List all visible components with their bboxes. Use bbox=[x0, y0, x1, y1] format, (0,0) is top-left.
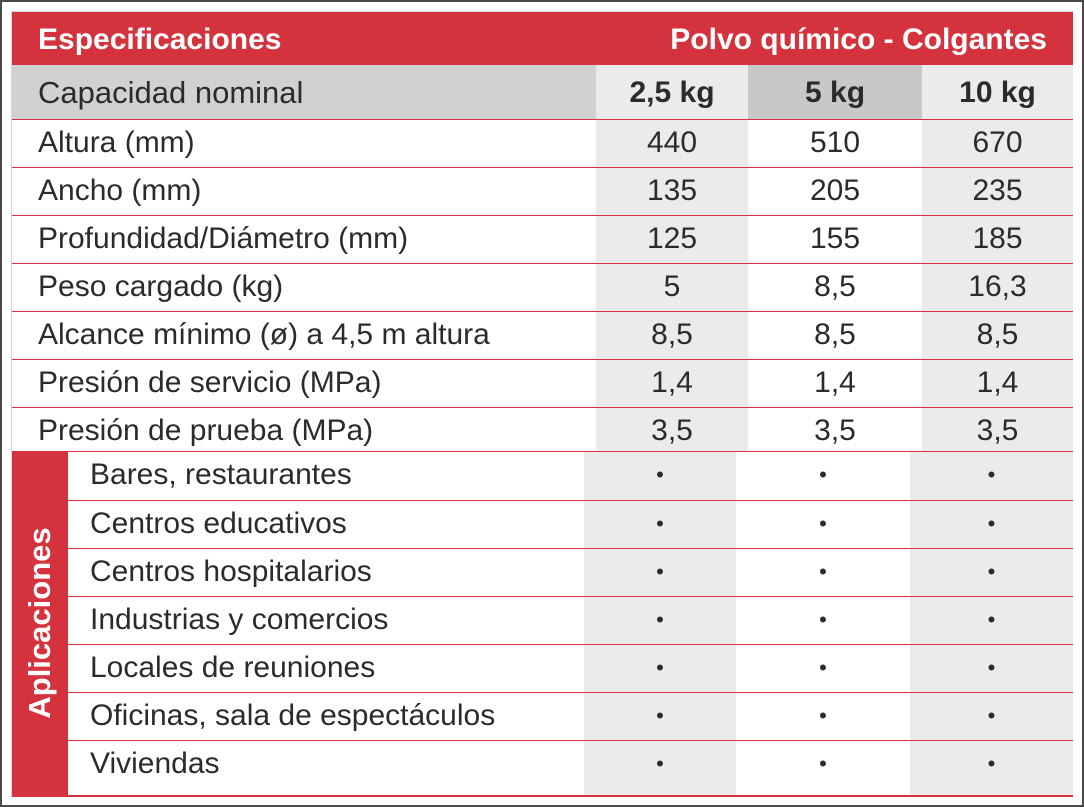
header-title: Especificaciones bbox=[38, 23, 282, 56]
bullet-mark: • bbox=[910, 597, 1073, 645]
row-divider bbox=[68, 644, 1073, 645]
spec-row-depth: Profundidad/Diámetro (mm) 125 155 185 bbox=[12, 216, 1073, 264]
spec-label: Presión de prueba (MPa) bbox=[38, 414, 374, 447]
applications-bar bbox=[12, 452, 68, 795]
spec-label: Presión de servicio (MPa) bbox=[38, 366, 382, 399]
bullet-mark: • bbox=[736, 741, 910, 795]
spec-label: Ancho (mm) bbox=[38, 174, 202, 207]
application-label: Industrias y comercios bbox=[90, 603, 389, 636]
bullet-mark: • bbox=[584, 693, 736, 741]
capacity-col-3: 10 kg bbox=[922, 65, 1073, 120]
spec-value: 8,5 bbox=[922, 312, 1073, 360]
row-divider bbox=[68, 740, 1073, 741]
row-divider bbox=[68, 596, 1073, 597]
bullet-mark: • bbox=[910, 501, 1073, 549]
spec-value: 205 bbox=[748, 168, 922, 216]
row-divider bbox=[12, 167, 1073, 168]
bullet-mark: • bbox=[736, 501, 910, 549]
spec-label: Altura (mm) bbox=[38, 126, 195, 159]
row-divider bbox=[68, 500, 1073, 501]
spec-row-weight: Peso cargado (kg) 5 8,5 16,3 bbox=[12, 264, 1073, 312]
capacity-col-2: 5 kg bbox=[748, 65, 922, 120]
application-row: Viviendas • • • bbox=[68, 741, 1073, 795]
bullet-mark: • bbox=[910, 645, 1073, 693]
spec-value: 5 bbox=[596, 264, 748, 312]
application-label: Bares, restaurantes bbox=[90, 458, 352, 491]
table-header: Especificaciones Polvo químico - Colgant… bbox=[12, 12, 1073, 65]
row-divider bbox=[12, 407, 1073, 408]
spec-value: 3,5 bbox=[922, 408, 1073, 456]
spec-value: 1,4 bbox=[922, 360, 1073, 408]
bullet-mark: • bbox=[910, 741, 1073, 795]
header-product: Polvo químico - Colgantes bbox=[670, 23, 1047, 56]
spec-value: 8,5 bbox=[748, 312, 922, 360]
spec-value: 8,5 bbox=[748, 264, 922, 312]
bullet-mark: • bbox=[910, 549, 1073, 597]
application-row: Industrias y comercios • • • bbox=[68, 597, 1073, 645]
bullet-mark: • bbox=[736, 452, 910, 500]
row-divider bbox=[12, 215, 1073, 216]
application-label: Viviendas bbox=[90, 747, 220, 780]
bullet-mark: • bbox=[910, 452, 1073, 500]
application-label: Centros educativos bbox=[90, 507, 347, 540]
spec-value: 125 bbox=[596, 216, 748, 264]
spec-row-service-pressure: Presión de servicio (MPa) 1,4 1,4 1,4 bbox=[12, 360, 1073, 408]
spec-value: 1,4 bbox=[748, 360, 922, 408]
application-row: Centros hospitalarios • • • bbox=[68, 549, 1073, 597]
row-divider bbox=[68, 692, 1073, 693]
application-label: Locales de reuniones bbox=[90, 651, 376, 684]
application-label: Oficinas, sala de espectáculos bbox=[90, 699, 496, 732]
bullet-mark: • bbox=[910, 693, 1073, 741]
bullet-mark: • bbox=[736, 549, 910, 597]
spec-value: 3,5 bbox=[596, 408, 748, 456]
application-label: Centros hospitalarios bbox=[90, 555, 372, 588]
bullet-mark: • bbox=[584, 501, 736, 549]
bullet-mark: • bbox=[584, 597, 736, 645]
application-row: Oficinas, sala de espectáculos • • • bbox=[68, 693, 1073, 741]
spec-value: 185 bbox=[922, 216, 1073, 264]
spec-value: 16,3 bbox=[922, 264, 1073, 312]
spec-row-test-pressure: Presión de prueba (MPa) 3,5 3,5 3,5 bbox=[12, 408, 1073, 456]
spec-label: Peso cargado (kg) bbox=[38, 270, 284, 303]
row-divider bbox=[12, 359, 1073, 360]
capacity-row: Capacidad nominal 2,5 kg 5 kg 10 kg bbox=[12, 65, 1073, 120]
application-row: Locales de reuniones • • • bbox=[68, 645, 1073, 693]
spec-value: 440 bbox=[596, 120, 748, 168]
spec-label: Alcance mínimo (ø) a 4,5 m altura bbox=[38, 318, 490, 351]
row-divider bbox=[12, 119, 1073, 120]
spec-row-height: Altura (mm) 440 510 670 bbox=[12, 120, 1073, 168]
spec-value: 135 bbox=[596, 168, 748, 216]
spec-value: 235 bbox=[922, 168, 1073, 216]
bullet-mark: • bbox=[736, 693, 910, 741]
bullet-mark: • bbox=[584, 452, 736, 500]
row-divider bbox=[12, 311, 1073, 312]
bullet-mark: • bbox=[584, 741, 736, 795]
applications-title: Aplicaciones bbox=[22, 527, 57, 719]
table-bottom-border bbox=[12, 795, 1073, 797]
row-divider bbox=[68, 548, 1073, 549]
spec-value: 155 bbox=[748, 216, 922, 264]
row-divider bbox=[12, 263, 1073, 264]
bullet-mark: • bbox=[584, 549, 736, 597]
spec-row-width: Ancho (mm) 135 205 235 bbox=[12, 168, 1073, 216]
spec-value: 510 bbox=[748, 120, 922, 168]
spec-value: 3,5 bbox=[748, 408, 922, 456]
application-row: Centros educativos • • • bbox=[68, 501, 1073, 549]
spec-value: 1,4 bbox=[596, 360, 748, 408]
bullet-mark: • bbox=[736, 645, 910, 693]
capacity-col-1: 2,5 kg bbox=[596, 65, 748, 120]
bullet-mark: • bbox=[584, 645, 736, 693]
spec-value: 8,5 bbox=[596, 312, 748, 360]
bullet-mark: • bbox=[736, 597, 910, 645]
spec-row-reach: Alcance mínimo (ø) a 4,5 m altura 8,5 8,… bbox=[12, 312, 1073, 360]
row-divider bbox=[12, 451, 1073, 452]
spec-label: Profundidad/Diámetro (mm) bbox=[38, 222, 409, 255]
spec-value: 670 bbox=[922, 120, 1073, 168]
capacity-label: Capacidad nominal bbox=[12, 65, 596, 120]
application-row: Bares, restaurantes • • • bbox=[68, 452, 1073, 500]
